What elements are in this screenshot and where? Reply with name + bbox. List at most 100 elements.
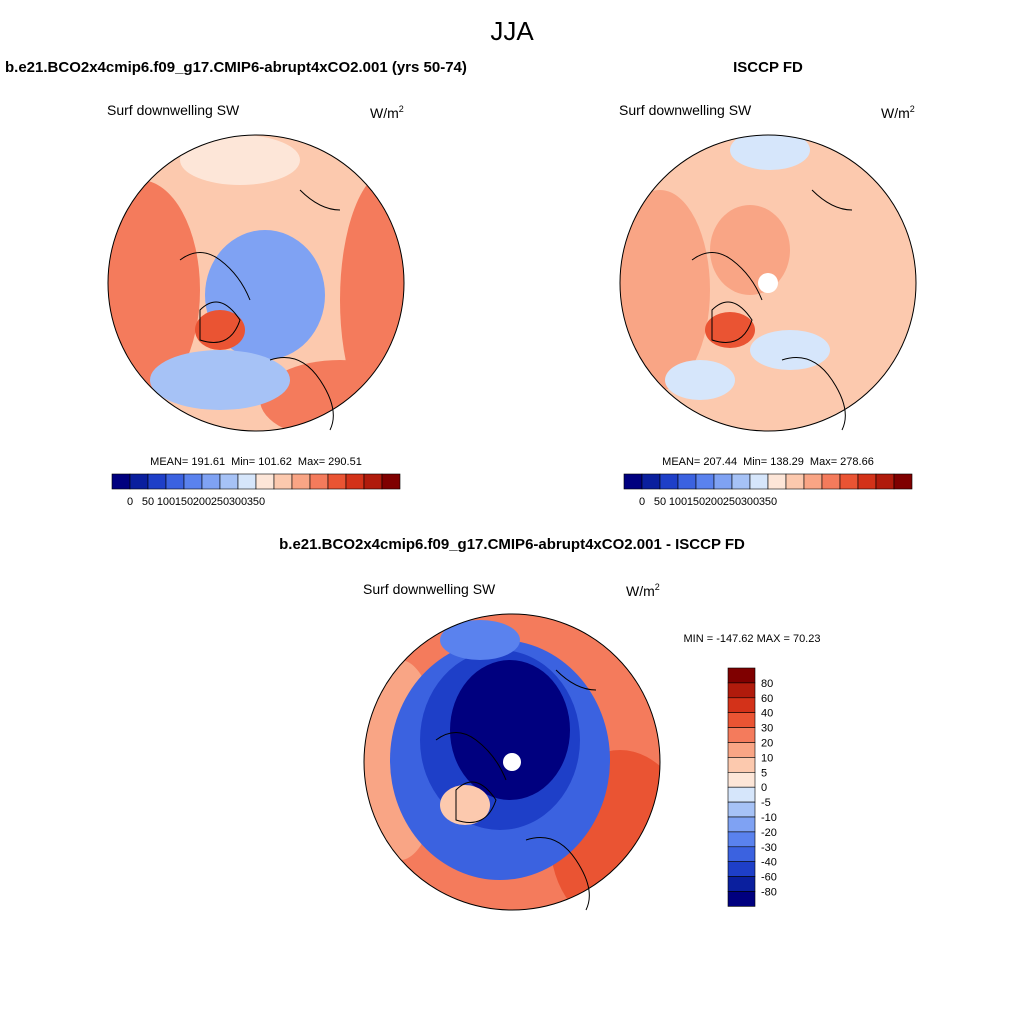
colorbar-box: [309, 473, 329, 490]
colorbar-label: -60: [761, 872, 777, 884]
stat: Min= 101.62: [231, 456, 292, 468]
stats: MEAN= 207.44 Min= 138.29 Max= 278.66: [662, 456, 874, 468]
colorbar-box: [731, 473, 751, 490]
units: W/m: [370, 105, 399, 121]
colorbar-box: [677, 473, 697, 490]
colorbar-label: 250: [211, 496, 229, 508]
colorbar-label: 0: [639, 496, 645, 508]
colorbar-label: 50: [654, 496, 666, 508]
field-label: Surf downwelling SW: [363, 581, 496, 597]
colorbar-label: -20: [761, 827, 777, 839]
units-label: W/m2: [881, 104, 915, 121]
colorbar-box: [219, 473, 239, 490]
colorbar-box: [767, 473, 787, 490]
colorbar-label: 200: [705, 496, 723, 508]
colorbar-box: [129, 473, 149, 490]
colorbar-box: [111, 473, 131, 490]
colorbar-label: 50: [142, 496, 154, 508]
colorbar-box: [749, 473, 769, 490]
colorbar-label: 250: [723, 496, 741, 508]
colorbar-label: 150: [175, 496, 193, 508]
map-border: [107, 134, 405, 432]
colorbar-box: [255, 473, 275, 490]
colorbar-box: [727, 742, 756, 758]
colorbar-label: 60: [761, 693, 773, 705]
colorbar: 0 50 100 150 200 250 300 350: [111, 473, 401, 508]
colorbar-box: [839, 473, 859, 490]
colorbar-box: [327, 473, 347, 490]
units-exponent: 2: [399, 104, 404, 114]
coastline: [435, 669, 597, 911]
pole-mask: [503, 753, 521, 771]
colorbar: 0 50 100 150 200 250 300 350: [623, 473, 913, 508]
colorbar-box: [273, 473, 293, 490]
colorbar-box: [727, 891, 756, 907]
colorbar-box: [623, 473, 643, 490]
stat: MEAN= 191.61: [150, 456, 225, 468]
colorbar-box: [727, 697, 756, 713]
field-label: Surf downwelling SW: [107, 102, 240, 118]
colorbar-box: [727, 682, 756, 699]
figure-title: JJA: [490, 16, 534, 46]
colorbar-box: [695, 473, 715, 490]
colorbar-label: -40: [761, 857, 777, 869]
stat: Max= 290.51: [298, 456, 362, 468]
units-exponent: 2: [910, 104, 915, 114]
colorbar: 80 60 40 30 20 10 5 0 -5 -10 -20 -30 -40 -60 -80: [727, 667, 777, 907]
map-border: [363, 613, 661, 911]
colorbar-label: 300: [741, 496, 759, 508]
colorbar-box: [727, 667, 756, 684]
panel-title: ISCCP FD: [733, 59, 803, 76]
colorbar-label: -5: [761, 797, 771, 809]
colorbar-box: [857, 473, 877, 490]
colorbar-box: [727, 876, 756, 892]
colorbar-box: [183, 473, 203, 490]
colorbar-box: [727, 816, 756, 833]
colorbar-label: -10: [761, 812, 777, 824]
colorbar-box: [727, 786, 756, 803]
colorbar-label: 350: [759, 496, 777, 508]
colorbar-box: [875, 473, 895, 490]
colorbar-label: 0: [761, 782, 767, 794]
colorbar-label: 0: [127, 496, 133, 508]
colorbar-label: 200: [193, 496, 211, 508]
colorbar-box: [727, 712, 756, 728]
colorbar-box: [345, 473, 365, 490]
coastline: [691, 189, 853, 431]
units-exponent: 2: [655, 582, 660, 592]
colorbar-label: 100: [669, 496, 687, 508]
colorbar-box: [727, 801, 756, 818]
pole-mask: [758, 273, 778, 293]
colorbar-label: 80: [761, 678, 773, 690]
colorbar-box: [727, 861, 756, 877]
colorbar-box: [727, 757, 756, 773]
stat: MEAN= 207.44: [662, 456, 737, 468]
colorbar-box: [803, 473, 823, 490]
colorbar-box: [727, 846, 756, 862]
colorbar-label: 300: [229, 496, 247, 508]
colorbar-label: 5: [761, 767, 767, 779]
colorbar-box: [237, 473, 257, 490]
stat: Min= 138.29: [743, 456, 804, 468]
colorbar-box: [727, 771, 756, 788]
map-border: [619, 134, 917, 432]
colorbar-box: [785, 473, 805, 490]
colorbar-box: [363, 473, 383, 490]
units-label: W/m2: [626, 582, 660, 599]
colorbar-box: [713, 473, 733, 490]
panel-title: b.e21.BCO2x4cmip6.f09_g17.CMIP6-abrupt4x…: [5, 59, 467, 76]
colorbar-label: 150: [687, 496, 705, 508]
colorbar-label: 10: [761, 752, 773, 764]
colorbar-box: [291, 473, 311, 490]
colorbar-box: [381, 473, 401, 490]
units-label: W/m2: [370, 104, 404, 121]
field-label: Surf downwelling SW: [619, 102, 752, 118]
colorbar-box: [165, 473, 185, 490]
colorbar-box: [893, 473, 913, 490]
coastline: [179, 189, 341, 431]
colorbar-box: [659, 473, 679, 490]
colorbar-label: -30: [761, 842, 777, 854]
colorbar-label: 350: [247, 496, 265, 508]
colorbar-box: [727, 831, 756, 848]
colorbar-label: 20: [761, 738, 773, 750]
